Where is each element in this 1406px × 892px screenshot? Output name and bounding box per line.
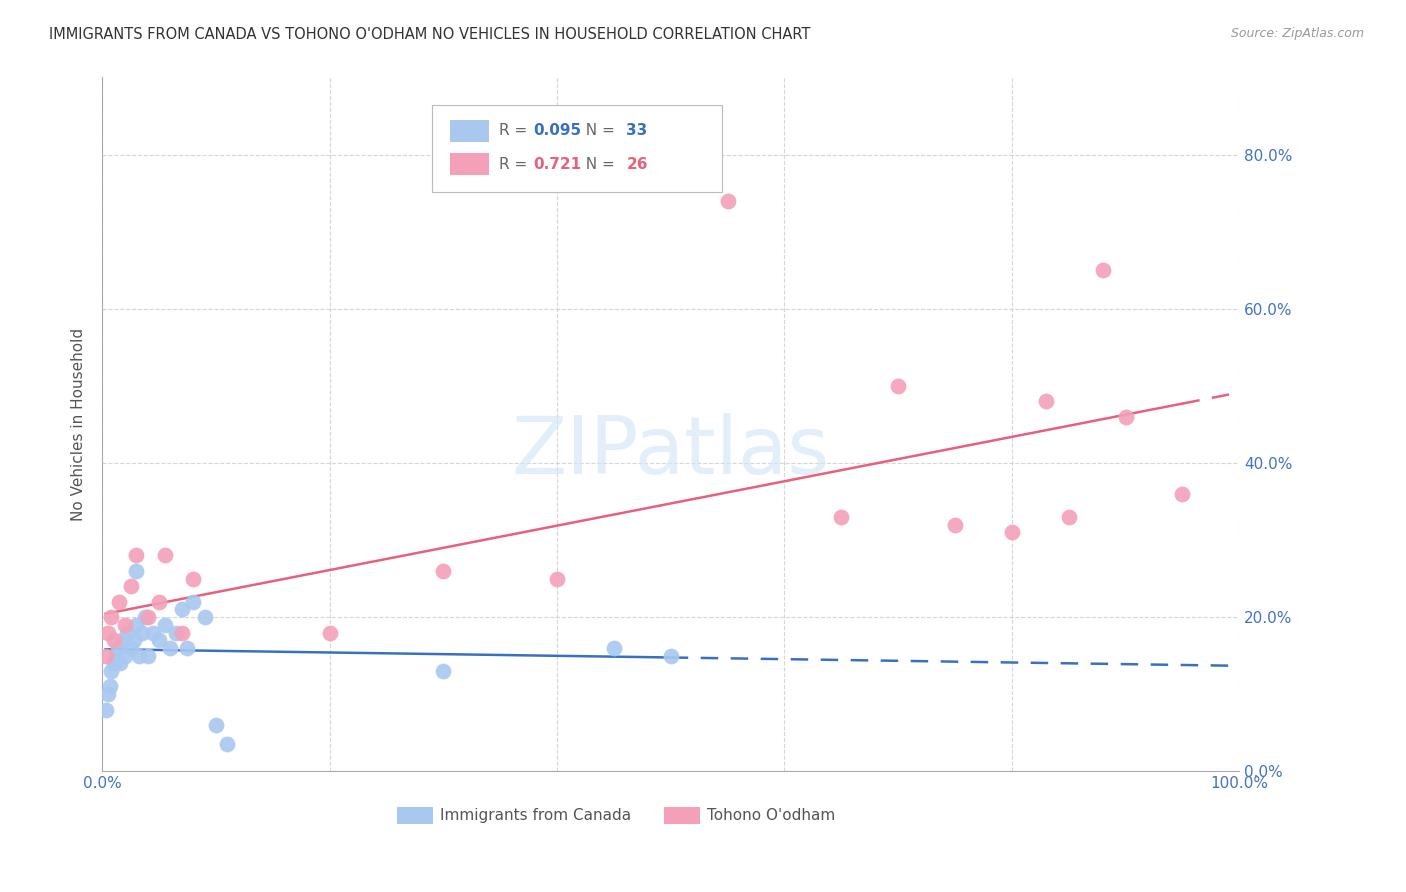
- Point: [943, 517, 966, 532]
- Point: [170, 602, 193, 616]
- Point: [136, 648, 159, 663]
- Y-axis label: No Vehicles in Household: No Vehicles in Household: [72, 327, 86, 521]
- Point: [115, 625, 138, 640]
- Point: [148, 633, 170, 648]
- Point: [153, 549, 176, 563]
- Point: [148, 595, 170, 609]
- Point: [108, 595, 131, 609]
- Point: [122, 633, 145, 648]
- Point: [659, 648, 682, 663]
- Point: [110, 657, 132, 671]
- Point: [205, 718, 228, 732]
- Point: [94, 648, 117, 663]
- Point: [1091, 263, 1114, 277]
- FancyBboxPatch shape: [432, 105, 721, 192]
- Point: [603, 640, 626, 655]
- Point: [1171, 487, 1194, 501]
- Text: N =: N =: [576, 157, 620, 171]
- Point: [103, 633, 125, 648]
- Point: [125, 617, 148, 632]
- Point: [103, 657, 125, 671]
- Point: [1001, 525, 1024, 540]
- FancyBboxPatch shape: [664, 807, 700, 824]
- Point: [887, 379, 910, 393]
- FancyBboxPatch shape: [450, 120, 489, 142]
- Point: [217, 737, 239, 751]
- Point: [432, 664, 454, 678]
- Point: [170, 625, 193, 640]
- FancyBboxPatch shape: [450, 153, 489, 175]
- Point: [111, 633, 134, 648]
- Point: [142, 625, 165, 640]
- Point: [193, 610, 215, 624]
- Text: Source: ZipAtlas.com: Source: ZipAtlas.com: [1230, 27, 1364, 40]
- Point: [1115, 409, 1137, 424]
- Point: [104, 648, 127, 663]
- Text: Immigrants from Canada: Immigrants from Canada: [440, 808, 631, 823]
- Point: [136, 610, 159, 624]
- Point: [98, 680, 121, 694]
- Point: [153, 617, 176, 632]
- Point: [1057, 509, 1080, 524]
- Point: [1035, 394, 1057, 409]
- Point: [176, 640, 198, 655]
- Point: [107, 640, 129, 655]
- Point: [131, 625, 153, 640]
- Point: [120, 579, 142, 593]
- Point: [100, 664, 122, 678]
- Point: [100, 610, 122, 624]
- Point: [114, 617, 136, 632]
- Point: [94, 703, 117, 717]
- Point: [125, 549, 148, 563]
- Text: Tohono O'odham: Tohono O'odham: [707, 808, 835, 823]
- Text: N =: N =: [576, 123, 620, 138]
- Point: [716, 194, 738, 208]
- Text: R =: R =: [499, 157, 531, 171]
- FancyBboxPatch shape: [396, 807, 433, 824]
- Text: IMMIGRANTS FROM CANADA VS TOHONO O'ODHAM NO VEHICLES IN HOUSEHOLD CORRELATION CH: IMMIGRANTS FROM CANADA VS TOHONO O'ODHAM…: [49, 27, 811, 42]
- Point: [181, 595, 204, 609]
- Text: 0.095: 0.095: [533, 123, 581, 138]
- Point: [120, 640, 142, 655]
- Point: [165, 625, 187, 640]
- Point: [114, 648, 136, 663]
- Point: [181, 572, 204, 586]
- Text: ZIPatlas: ZIPatlas: [512, 413, 830, 491]
- Point: [128, 648, 150, 663]
- Point: [97, 687, 120, 701]
- Text: 33: 33: [626, 123, 648, 138]
- Point: [830, 509, 852, 524]
- Text: R =: R =: [499, 123, 531, 138]
- Text: 0.721: 0.721: [533, 157, 581, 171]
- Point: [125, 564, 148, 578]
- Point: [546, 572, 568, 586]
- Point: [432, 564, 454, 578]
- Point: [318, 625, 340, 640]
- Point: [159, 640, 181, 655]
- Point: [134, 610, 156, 624]
- Text: 26: 26: [626, 157, 648, 171]
- Point: [97, 625, 120, 640]
